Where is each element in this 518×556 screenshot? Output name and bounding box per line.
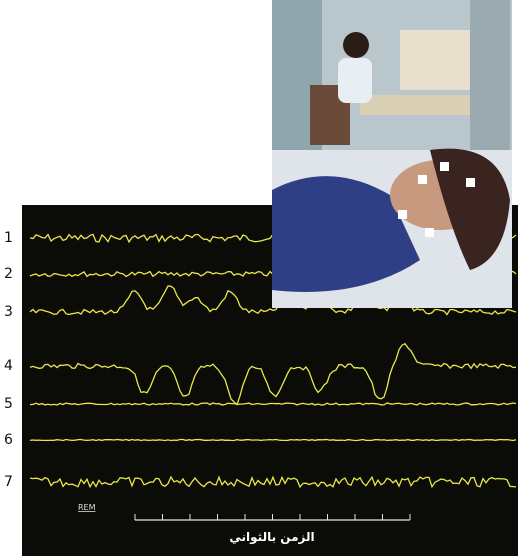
axis-ticks (134, 514, 411, 520)
photo-electrode (425, 228, 434, 237)
channel-labels: 1 2 3 4 5 6 7 (4, 230, 13, 490)
channel-label: 4 (4, 358, 13, 374)
eeg-trace (29, 475, 517, 489)
eeg-trace (29, 285, 517, 316)
photo-electrode (466, 178, 475, 187)
channel-label: 1 (4, 230, 13, 246)
photo-woman-body (338, 58, 372, 103)
photo-electrode (398, 210, 407, 219)
channel-label: 3 (4, 304, 13, 320)
channel-label: 7 (4, 474, 13, 490)
rem-label: REM (78, 503, 96, 512)
photo-machine (400, 30, 470, 90)
channel-label: 6 (4, 432, 13, 448)
eeg-trace (29, 402, 517, 406)
eeg-traces (29, 232, 517, 489)
photo-electrode (440, 162, 449, 171)
eeg-trace (29, 342, 517, 406)
photo-electrode (418, 175, 427, 184)
channel-label: 2 (4, 266, 13, 282)
photo (272, 0, 512, 308)
channel-label: 5 (4, 396, 13, 412)
photo-patient-hair (430, 148, 510, 270)
photo-woman-head (343, 32, 369, 58)
eeg-trace (29, 438, 517, 442)
time-axis-label: الزمن بالثواني (229, 530, 314, 545)
photo-desk (360, 95, 470, 115)
photo-blanket (272, 176, 420, 292)
